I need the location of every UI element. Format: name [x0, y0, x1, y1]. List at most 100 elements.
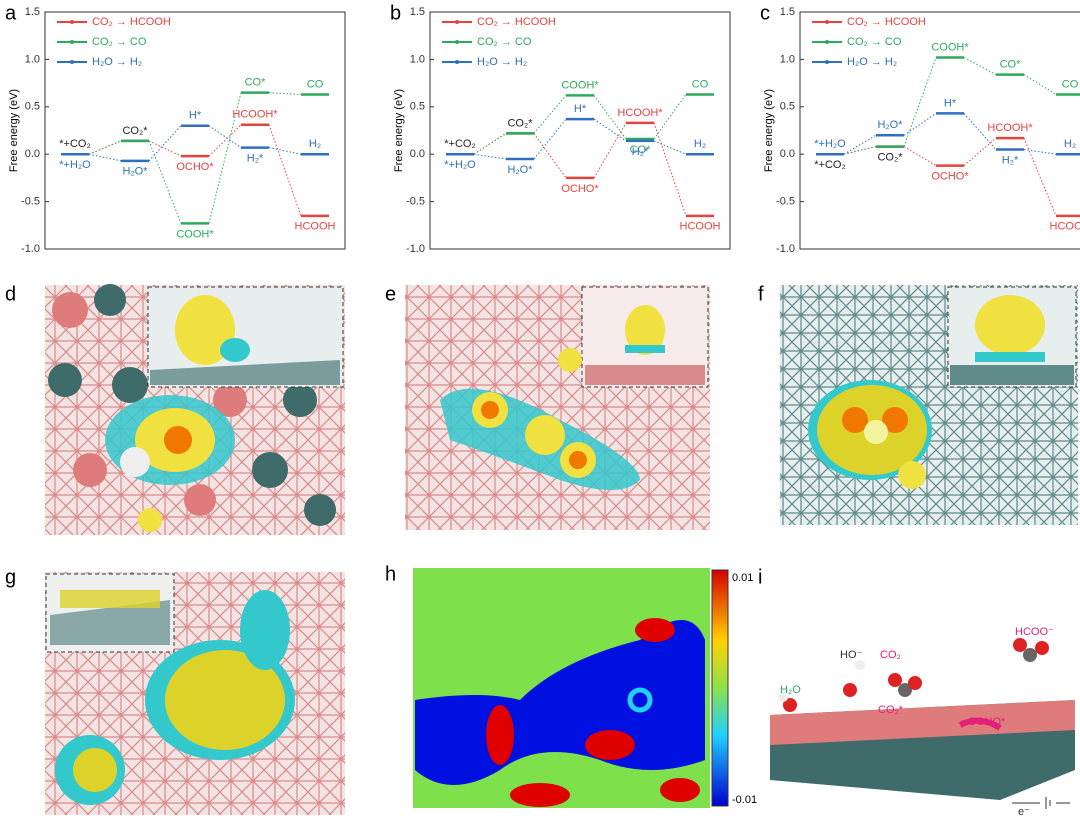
scheme-label: HCOO⁻ [1015, 626, 1054, 638]
y-tick-label: 1.0 [410, 53, 425, 65]
level-label: HCOOH* [987, 122, 1033, 134]
level-label: H₂ [309, 138, 321, 150]
connector [843, 134, 877, 155]
connector [653, 122, 687, 216]
y-axis-label: Free energy (eV) [763, 89, 775, 172]
level-label: *+CO₂ [59, 138, 90, 150]
level-label: HCOOH* [232, 109, 278, 121]
panel-f-image [780, 285, 1078, 525]
level-label: *+CO₂ [444, 138, 475, 150]
legend-label: H₂O → H₂ [477, 56, 527, 68]
y-tick-label: -0.5 [21, 196, 40, 208]
legend-label: CO₂ → CO [92, 36, 147, 48]
plot-frame [44, 11, 346, 250]
y-tick-label: 0.5 [780, 101, 795, 113]
panel-label: h [385, 563, 396, 585]
legend-label: CO₂ → HCOOH [847, 16, 926, 28]
level-label: HCOOH [295, 221, 336, 233]
y-tick-label: 0.0 [410, 148, 425, 160]
connector [473, 132, 507, 155]
y-tick-label: -0.5 [406, 196, 425, 208]
connector [208, 92, 242, 224]
connector [963, 57, 997, 76]
legend-label: CO₂ → HCOOH [477, 16, 556, 28]
level-label: CO [692, 78, 709, 90]
legend-dot [70, 60, 74, 64]
level-label: CO₂* [507, 117, 533, 129]
level-label: OCHO* [561, 183, 599, 195]
connector [653, 140, 687, 155]
scheme-label: HO⁻ [840, 649, 863, 661]
connector [903, 146, 937, 167]
connector [473, 153, 507, 160]
connector [88, 153, 122, 162]
level-label: CO₂* [122, 125, 148, 137]
level-label: *+H₂O [814, 138, 846, 150]
scheme-label: OCHO* [968, 716, 1006, 728]
level-label: H₂O* [507, 164, 533, 176]
level-label: *+H₂O [59, 159, 91, 171]
panel-h-image [413, 568, 729, 808]
y-tick-label: 1.0 [780, 53, 795, 65]
connector [148, 140, 182, 157]
legend-label: CO₂ → CO [847, 36, 902, 48]
level-label: H* [574, 103, 587, 115]
plot-frame [799, 11, 1080, 250]
level-label: HCOOH [680, 221, 721, 233]
legend-dot [455, 20, 459, 24]
connector [593, 118, 627, 142]
y-tick-label: 0.5 [25, 101, 40, 113]
panel-label: d [5, 283, 16, 305]
level-label: HCOOH* [617, 107, 663, 119]
level-label: CO* [630, 144, 652, 156]
colorbar-label: 0.01 [732, 572, 753, 584]
y-tick-label: 1.5 [780, 6, 795, 18]
connector [268, 147, 302, 155]
y-tick-label: 1.5 [25, 6, 40, 18]
panel-e-image [405, 285, 710, 530]
y-tick-label: 1.0 [25, 53, 40, 65]
level-label: H₂* [1002, 154, 1019, 166]
y-axis-label: Free energy (eV) [393, 89, 405, 172]
level-label: *+H₂O [444, 159, 476, 171]
connector [843, 146, 877, 155]
connector [903, 113, 937, 136]
connector [208, 125, 242, 148]
level-label: OCHO* [176, 161, 214, 173]
connector [533, 118, 567, 160]
y-tick-label: -1.0 [406, 243, 425, 255]
level-label: H₂* [632, 146, 649, 158]
plot-frame [429, 11, 731, 250]
panel-i-image [770, 638, 1075, 809]
y-tick-label: -1.0 [21, 243, 40, 255]
legend-dot [825, 40, 829, 44]
level-label: H₂ [1064, 138, 1076, 150]
level-label: H* [189, 110, 202, 122]
legend-dot [825, 60, 829, 64]
legend-label: H₂O → H₂ [847, 56, 897, 68]
connector [653, 94, 687, 140]
level-label: COOH* [176, 228, 214, 240]
level-label: H* [944, 97, 957, 109]
connector [533, 133, 567, 179]
legend-label: H₂O → H₂ [92, 56, 142, 68]
panel-label: f [758, 283, 764, 305]
level-label: OCHO* [931, 170, 969, 182]
connector [1023, 74, 1057, 95]
y-tick-label: 0.0 [780, 148, 795, 160]
panel-label: c [760, 2, 770, 24]
connector [148, 125, 182, 162]
y-tick-label: 1.5 [410, 6, 425, 18]
connector [1023, 148, 1057, 155]
connector [208, 124, 242, 157]
level-label: H₂O* [122, 166, 148, 178]
scheme-label: CO₂* [878, 704, 904, 716]
legend-dot [70, 40, 74, 44]
level-label: COOH* [931, 41, 969, 53]
legend-dot [825, 20, 829, 24]
connector [1023, 137, 1057, 217]
level-label: CO* [1000, 58, 1022, 70]
level-label: H₂O* [877, 119, 903, 131]
scheme-label: CO₂ [880, 649, 901, 661]
level-label: COOH* [561, 79, 599, 91]
